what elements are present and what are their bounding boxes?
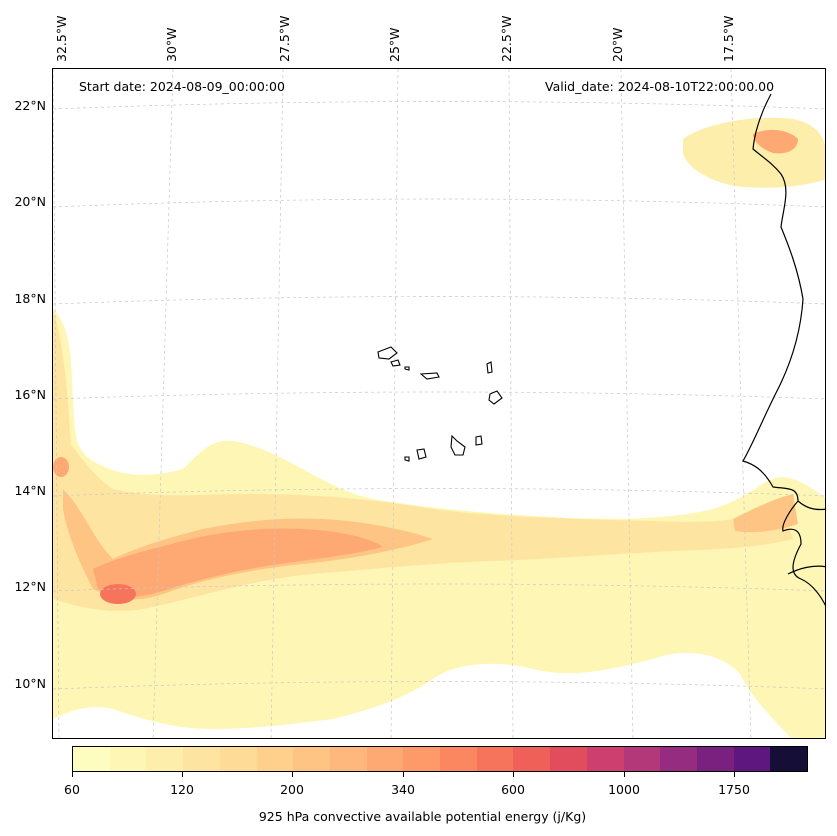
cape-map-canvas [53,69,825,738]
colorbar-label-200: 200 [280,782,304,797]
map-panel [52,68,826,739]
cape-ne-blob [683,117,825,188]
colorbar-swatch [440,747,477,771]
valid-date-label: Valid_date: 2024-08-10T22:00:00.00 [545,79,775,94]
colorbar-swatch [146,747,184,771]
colorbar-swatch [256,747,294,771]
africa-coastline [742,93,825,607]
colorbar-label-120: 120 [170,782,194,797]
cape-west-strip [53,309,72,473]
colorbar-swatch [476,747,514,771]
gridlines [53,69,825,738]
colorbar-tick [72,772,73,777]
colorbar-swatch [623,747,661,771]
island-boa-vista [488,390,503,405]
island-fogo [416,448,427,460]
island-santiago [450,434,466,456]
lat-label-14n: 14°N [14,483,46,498]
island-sao-vicente [390,359,401,367]
island-sao-nicolau [419,372,440,380]
lon-label-27-5w: 27.5°W [277,15,292,62]
colorbar-title: 925 hPa convective available potential e… [258,809,587,824]
colorbar-tick [513,772,514,777]
colorbar-swatch [660,747,697,771]
colorbar-swatch [73,747,110,771]
colorbar-label-600: 600 [501,782,525,797]
lat-label-16n: 16°N [14,387,46,402]
colorbar [72,746,808,772]
colorbar-label-1000: 1000 [608,782,640,797]
lon-label-17-5w: 17.5°W [721,15,736,62]
lat-label-12n: 12°N [14,579,46,594]
lat-label-20n: 20°N [14,194,46,209]
africa-coast-detail [797,500,825,511]
cape-verde-islands [377,346,503,462]
colorbar-tick [403,772,404,777]
colorbar-tick [734,772,735,777]
colorbar-swatch [770,747,808,771]
start-date-label: Start date: 2024-08-09_00:00:00 [79,79,285,94]
colorbar-tick [182,772,183,777]
colorbar-label-340: 340 [391,782,415,797]
lat-label-22n: 22°N [14,98,46,113]
africa-coast-detail-2 [787,565,825,575]
lat-label-18n: 18°N [14,291,46,306]
cape-west-spot [53,457,69,477]
lon-label-20w: 20°W [610,27,625,62]
cape-maximum [100,584,136,604]
cape-east-blob [733,494,798,533]
cape-band-core [93,528,383,597]
colorbar-label-1750: 1750 [718,782,750,797]
colorbar-swatch [696,747,734,771]
island-santa-luzia [404,366,410,371]
colorbar-label-60: 60 [64,782,80,797]
colorbar-swatch [293,747,330,771]
island-maio [475,435,483,446]
lon-label-25w: 25°W [387,27,402,62]
colorbar-swatch [403,747,441,771]
colorbar-swatch [109,747,147,771]
colorbar-tick [624,772,625,777]
cape-ne-core [753,129,798,154]
island-brava [404,456,410,462]
colorbar-swatch [329,747,367,771]
colorbar-tick [292,772,293,777]
coastline [742,93,825,607]
colorbar-swatch [550,747,587,771]
colorbar-swatch [513,747,551,771]
lon-label-30w: 30°W [164,27,179,62]
lon-label-32-5w: 32.5°W [54,15,69,62]
colorbar-swatch [366,747,404,771]
cape-contour-fill [53,117,825,738]
lon-label-22-5w: 22.5°W [499,15,514,62]
island-santo-antao [377,346,398,360]
lat-label-10n: 10°N [14,676,46,691]
colorbar-swatch [586,747,624,771]
island-sal [486,361,493,374]
colorbar-swatch [733,747,771,771]
colorbar-swatch [219,747,257,771]
colorbar-swatch [183,747,220,771]
